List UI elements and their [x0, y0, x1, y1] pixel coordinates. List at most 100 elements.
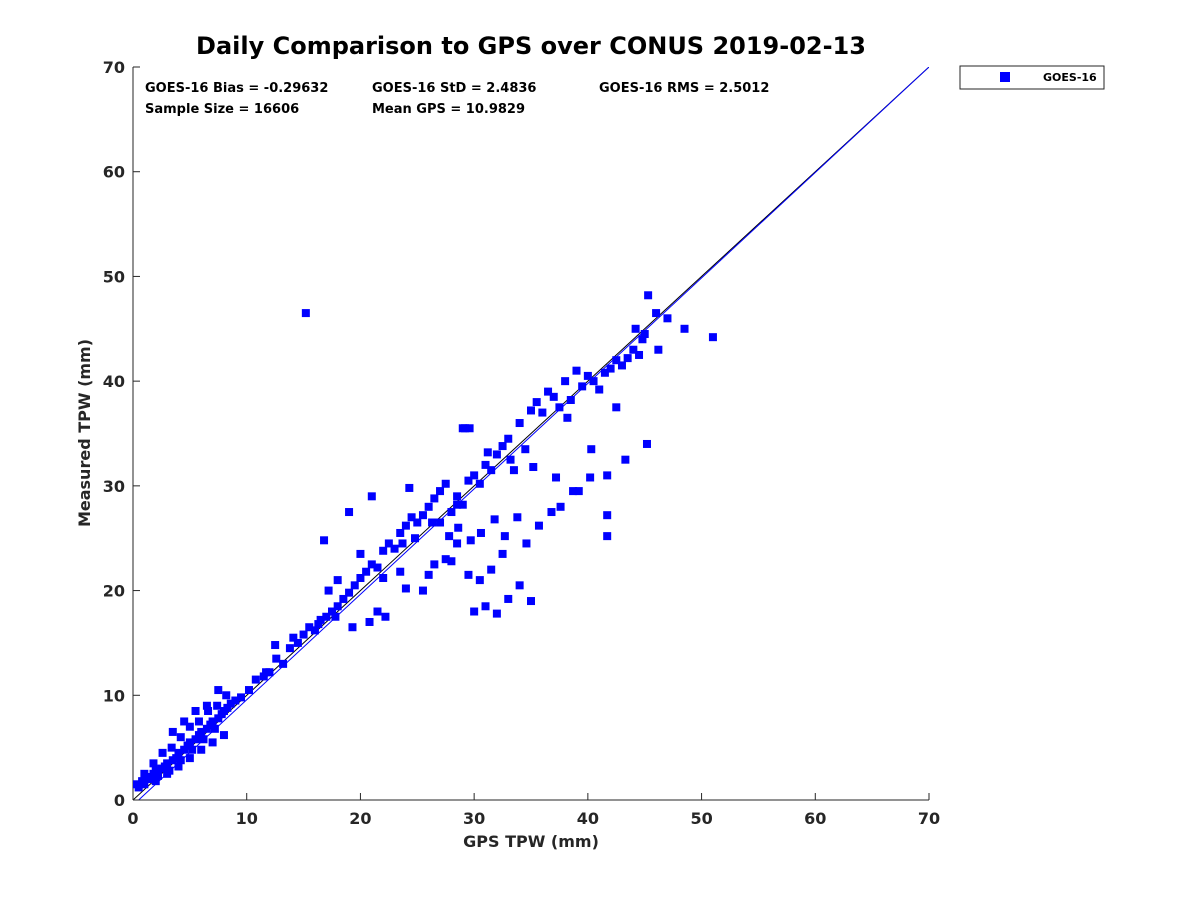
- scatter-point: [324, 586, 333, 595]
- stat-bias: GOES-16 Bias = -0.29632: [145, 81, 328, 96]
- scatter-point: [194, 717, 203, 726]
- x-tick-label: 70: [918, 809, 940, 828]
- scatter-point: [453, 500, 462, 509]
- scatter-point: [563, 413, 572, 422]
- scatter-point: [428, 518, 437, 527]
- y-tick-label: 70: [103, 58, 125, 77]
- scatter-point: [612, 403, 621, 412]
- scatter-point: [436, 518, 445, 527]
- scatter-point: [379, 574, 388, 583]
- scatter-point: [223, 703, 232, 712]
- scatter-point: [509, 466, 518, 475]
- scatter-point: [214, 714, 223, 723]
- scatter-point: [373, 607, 382, 616]
- scatter-point: [447, 557, 456, 566]
- scatter-point: [529, 463, 538, 472]
- scatter-point: [188, 745, 197, 754]
- scatter-point: [174, 762, 183, 771]
- scatter-point: [293, 638, 302, 647]
- scatter-point: [453, 539, 462, 548]
- scatter-point: [299, 630, 308, 639]
- scatter-point: [561, 377, 570, 386]
- x-tick-label: 40: [577, 809, 599, 828]
- scatter-point: [185, 738, 194, 747]
- scatter-point: [475, 576, 484, 585]
- scatter-point: [373, 563, 382, 572]
- scatter-point: [191, 735, 200, 744]
- scatter-point: [430, 560, 439, 569]
- scatter-point: [441, 555, 450, 564]
- y-tick-label: 40: [103, 372, 125, 391]
- stat-sample-size: Sample Size = 16606: [145, 102, 299, 117]
- scatter-point: [663, 314, 672, 323]
- y-axis-label: Measured TPW (mm): [75, 339, 94, 527]
- scatter-point: [544, 387, 553, 396]
- scatter-point: [589, 377, 598, 386]
- scatter-point: [430, 494, 439, 503]
- y-ticks: 0 10 20 30 40 50 60 70: [103, 58, 140, 810]
- stat-std: GOES-16 StD = 2.4836: [372, 81, 536, 96]
- scatter-point: [163, 759, 172, 768]
- legend-box: [959, 65, 1105, 90]
- scatter-point: [470, 471, 479, 480]
- scatter-point: [424, 502, 433, 511]
- scatter-point: [146, 775, 155, 784]
- scatter-point: [396, 567, 405, 576]
- scatter-point: [202, 701, 211, 710]
- y-tick-label: 0: [114, 791, 125, 810]
- legend: GOES-16: [959, 65, 1105, 90]
- stat-rms: GOES-16 RMS = 2.5012: [599, 81, 769, 96]
- scatter-point: [574, 487, 583, 496]
- scatter-point: [708, 333, 717, 342]
- scatter-point: [396, 528, 405, 537]
- scatter-point: [623, 354, 632, 363]
- scatter-point: [384, 539, 393, 548]
- scatter-point: [476, 528, 485, 537]
- scatter-point: [644, 291, 653, 300]
- scatter-point: [504, 434, 513, 443]
- scatter-point: [490, 515, 499, 524]
- scatter-point: [174, 748, 183, 757]
- scatter-point: [578, 382, 587, 391]
- scatter-point: [172, 754, 181, 763]
- scatter-point: [345, 508, 354, 517]
- scatter-point: [640, 330, 649, 339]
- plot-axes: [132, 67, 929, 801]
- scatter-point: [447, 508, 456, 517]
- scatter-point: [348, 623, 357, 632]
- scatter-point: [208, 717, 217, 726]
- scatter-point: [381, 612, 390, 621]
- scatter-point: [506, 455, 515, 464]
- scatter-point: [407, 513, 416, 522]
- scatter-point: [151, 766, 160, 775]
- scatter-point: [244, 686, 253, 695]
- stat-mean-gps: Mean GPS = 10.9829: [372, 102, 525, 117]
- scatter-point: [226, 699, 235, 708]
- scatter-point: [180, 717, 189, 726]
- scatter-point: [513, 513, 522, 522]
- scatter-point: [629, 345, 638, 354]
- scatter-point: [413, 518, 422, 527]
- y-tick-label: 30: [103, 477, 125, 496]
- scatter-point: [498, 442, 507, 451]
- scatter-point: [251, 675, 260, 684]
- scatter-point: [333, 576, 342, 585]
- scatter-point: [498, 549, 507, 558]
- scatter-point: [401, 584, 410, 593]
- scatter-point: [631, 324, 640, 333]
- x-tick-label: 20: [349, 809, 371, 828]
- scatter-point: [204, 706, 213, 715]
- scatter-point: [197, 745, 206, 754]
- scatter-point: [534, 521, 543, 530]
- scatter-point: [213, 701, 222, 710]
- scatter-point: [362, 567, 371, 576]
- scatter-point: [140, 769, 149, 778]
- scatter-point: [652, 309, 661, 318]
- scatter-point: [481, 460, 490, 469]
- scatter-point: [398, 539, 407, 548]
- scatter-point: [339, 594, 348, 603]
- scatter-point: [356, 574, 365, 583]
- scatter-point: [208, 738, 217, 747]
- scatter-point: [202, 724, 211, 733]
